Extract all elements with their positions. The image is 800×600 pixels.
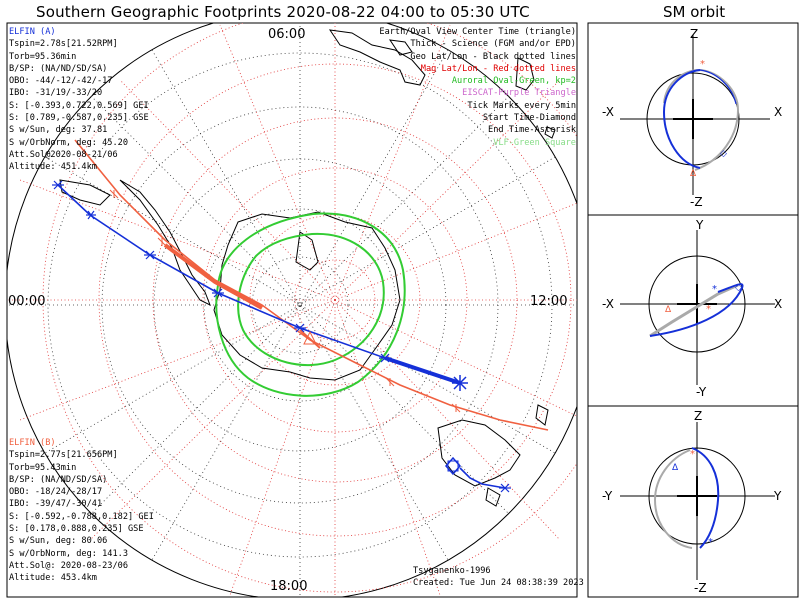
clock-label-12: 12:00	[530, 294, 567, 309]
sm-orbit-title: SM orbit	[663, 3, 726, 21]
elfin-b-line: S w/Sun, deg: 80.06	[9, 536, 108, 547]
legend-item: EISCAT-Purple Triangle	[462, 88, 576, 99]
plot-title: Southern Geographic Footprints 2020-08-2…	[36, 3, 530, 21]
legend-item: Geo Lat/Lon - Black dotted lines	[410, 51, 576, 62]
svg-text:*: *	[708, 537, 713, 548]
elfin-b-line: Torb=95.43min	[9, 462, 77, 473]
panel1-left: -X	[602, 105, 614, 119]
elfin-a-line: Altitude: 451.4km	[9, 162, 97, 173]
clock-label-18: 18:00	[270, 579, 307, 594]
svg-text:Δ: Δ	[672, 463, 679, 473]
legend-item: Auroral Oval-Green, kp=2	[451, 76, 576, 87]
sm-panel-yz: Δ * * Z -Z -Y Y	[602, 409, 782, 595]
svg-text:◇: ◇	[720, 149, 727, 159]
elfin-a-line: S w/OrbNorm, deg: 45.20	[9, 137, 128, 148]
svg-text:*: *	[712, 284, 717, 295]
elfin-a-track	[52, 180, 511, 493]
svg-text:◇: ◇	[735, 283, 742, 293]
legend-item: VLF-Green Square	[493, 137, 576, 148]
legend: Earth/Oval View Center Time (triangle) T…	[379, 26, 576, 149]
elfin-a-line: Att.Sol@2020-08-21/06	[9, 149, 118, 160]
panel2-bottom: -Y	[696, 385, 707, 399]
elfin-b-line: Att.Sol@: 2020-08-23/06	[9, 560, 128, 571]
panel2-right: X	[774, 297, 782, 311]
svg-text:*: *	[690, 449, 695, 460]
elfin-a-line: Tspin=2.78s[21.52RPM]	[9, 39, 118, 50]
elfin-a-info: ELFIN (A) Tspin=2.78s[21.52RPM] Torb=95.…	[9, 26, 149, 174]
elfin-a-line: OBO: -44/-12/-42/-17	[9, 76, 113, 87]
panel1-bottom: -Z	[690, 195, 703, 209]
legend-item: Earth/Oval View Center Time (triangle)	[379, 27, 576, 37]
map-frame	[6, 22, 578, 598]
elfin-a-line: Torb=95.36min	[9, 51, 77, 62]
legend-item: Thick - Science (FGM and/or EPD)	[410, 39, 576, 50]
legend-item: Tick Marks every 5min	[467, 100, 576, 111]
elfin-b-line: Altitude: 453.4km	[9, 573, 97, 584]
elfin-b-title: ELFIN (B)	[9, 438, 56, 448]
legend-item: End Time-Asterisk	[488, 125, 576, 136]
svg-text:*: *	[700, 59, 705, 70]
legend-item: Start Time-Diamond	[482, 113, 576, 124]
sm-panel-xy: Δ * * ◇ Y -Y -X X	[602, 218, 782, 399]
panel1-top: Z	[690, 27, 698, 41]
panel3-top: Z	[694, 409, 702, 423]
elfin-b-track	[74, 139, 549, 431]
sm-panel-xz: * Δ ◇ Z -Z -X X	[602, 27, 782, 209]
panel1-right: X	[774, 105, 782, 119]
auroral-oval	[215, 212, 406, 397]
elfin-b-line: S w/OrbNorm, deg: 141.3	[9, 548, 128, 559]
elfin-b-line: IBO: -39/47/-30/41	[9, 499, 103, 510]
elfin-a-line: IBO: -31/19/-33/20	[9, 88, 103, 99]
elfin-a-line: S: [0.789,-0.587,0.235] GSE	[9, 113, 149, 124]
clock-label-00: 00:00	[8, 294, 45, 309]
geo-grid	[7, 23, 577, 597]
panel2-left: -X	[602, 297, 614, 311]
panel2-top: Y	[695, 218, 704, 232]
view-center-triangle	[303, 330, 317, 345]
elfin-b-line: S: [0.178,0.888,0.235] GSE	[9, 524, 144, 535]
svg-text:Δ: Δ	[665, 305, 672, 315]
elfin-a-line: S: [-0.393,0.722,0.569] GEI	[9, 100, 149, 111]
legend-item: Mag Lat/Lon - Red dotted lines	[420, 63, 576, 74]
elfin-a-line: S w/Sun, deg: 37.81	[9, 125, 108, 136]
elfin-a-line: B/SP: (NA/ND/SD/SA)	[9, 63, 108, 74]
elfin-b-info: ELFIN (B) Tspin=2.77s[21.656PM] Torb=95.…	[9, 437, 154, 585]
elfin-b-line: OBO: -18/24/-28/17	[9, 487, 103, 498]
elfin-a-title: ELFIN (A)	[9, 27, 56, 37]
end-asterisk	[452, 375, 468, 391]
orbit-frame	[587, 22, 799, 598]
model-credit: Tsyganenko-1996	[413, 566, 491, 576]
elfin-b-line: S: [-0.592,-0.788,0.182] GEI	[9, 511, 154, 522]
elfin-b-line: Tspin=2.77s[21.656PM]	[9, 450, 118, 461]
svg-text:*: *	[706, 304, 711, 315]
panel3-bottom: -Z	[694, 581, 707, 595]
panel3-right: Y	[773, 489, 782, 503]
clock-label-06: 06:00	[268, 27, 305, 42]
panel3-left: -Y	[602, 489, 613, 503]
elfin-b-line: B/SP: (NA/ND/SD/SA)	[9, 474, 108, 485]
svg-text:Δ: Δ	[690, 169, 697, 179]
created-timestamp: Created: Tue Jun 24 08:38:39 2023	[413, 578, 584, 588]
